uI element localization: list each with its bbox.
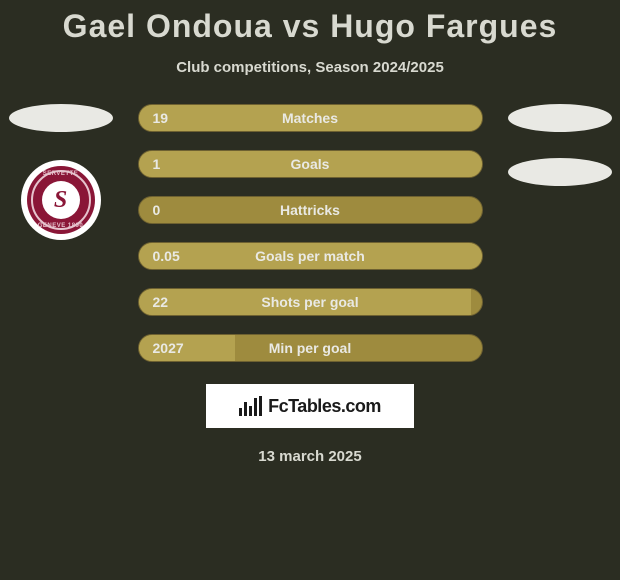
snapshot-date: 13 march 2025 bbox=[0, 448, 620, 465]
left-player-oval bbox=[9, 104, 113, 132]
club-ring-text-bottom: GENEVE 1890 bbox=[38, 223, 84, 229]
club-ring-text-top: SERVETTE bbox=[43, 171, 79, 177]
club-badge-center: S bbox=[42, 181, 80, 219]
stat-label: Min per goal bbox=[139, 340, 482, 356]
left-club-badge: SERVETTE S GENEVE 1890 bbox=[21, 160, 101, 240]
stat-bar: 0Hattricks bbox=[138, 196, 483, 224]
club-letter: S bbox=[54, 187, 67, 214]
stat-label: Shots per goal bbox=[139, 294, 482, 310]
club-badge-inner: SERVETTE S GENEVE 1890 bbox=[27, 166, 95, 234]
stat-label: Matches bbox=[139, 110, 482, 126]
stat-bar: 22Shots per goal bbox=[138, 288, 483, 316]
stat-label: Goals bbox=[139, 156, 482, 172]
page-title: Gael Ondoua vs Hugo Fargues bbox=[0, 0, 620, 45]
stat-bars: 19Matches 1Goals 0Hattricks 0.05Goals per m… bbox=[138, 104, 483, 362]
club-badge-ring: S bbox=[31, 170, 91, 230]
left-player-column: SERVETTE S GENEVE 1890 bbox=[8, 104, 113, 240]
stat-bar: 19Matches bbox=[138, 104, 483, 132]
stat-label: Hattricks bbox=[139, 202, 482, 218]
stat-bar: 1Goals bbox=[138, 150, 483, 178]
stat-bar: 2027Min per goal bbox=[138, 334, 483, 362]
comparison-content: SERVETTE S GENEVE 1890 19Matches 1Goals 0H… bbox=[0, 104, 620, 362]
fctables-text: FcTables.com bbox=[268, 396, 381, 417]
fctables-watermark: FcTables.com bbox=[206, 384, 414, 428]
right-player-oval-2 bbox=[508, 158, 612, 186]
stat-label: Goals per match bbox=[139, 248, 482, 264]
page-subtitle: Club competitions, Season 2024/2025 bbox=[0, 59, 620, 76]
fctables-icon bbox=[239, 396, 262, 416]
stat-bar: 0.05Goals per match bbox=[138, 242, 483, 270]
right-player-oval-1 bbox=[508, 104, 612, 132]
right-player-column bbox=[507, 104, 612, 204]
